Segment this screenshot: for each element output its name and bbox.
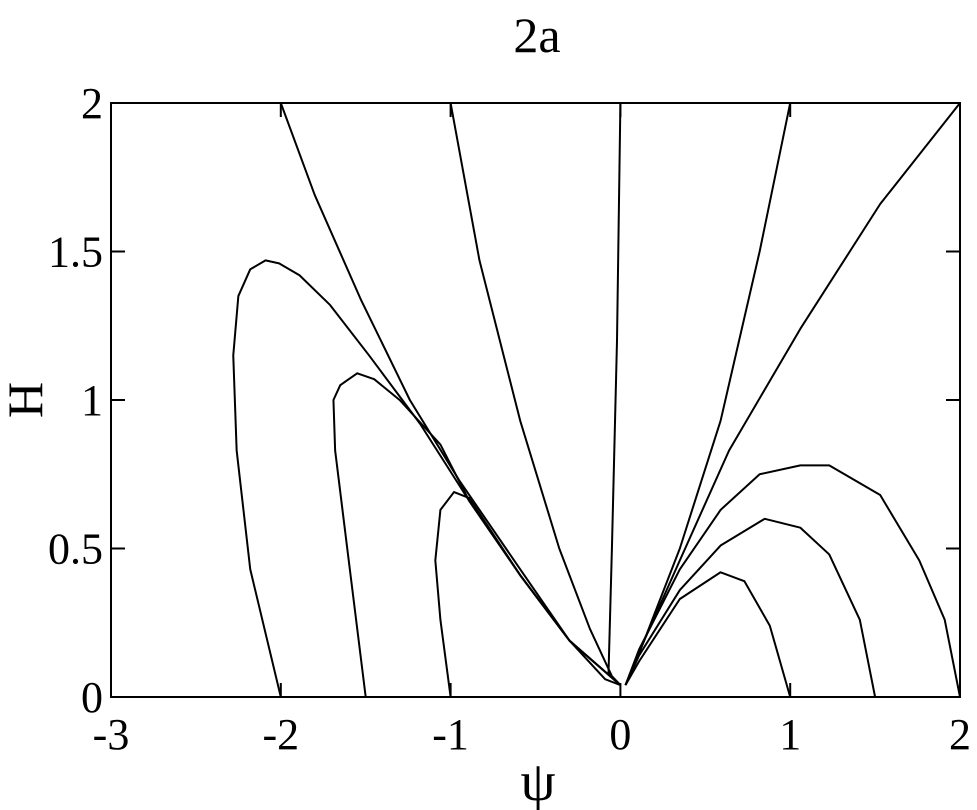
curve <box>624 517 877 698</box>
plot-frame <box>110 102 961 698</box>
y-tick-label: 0 <box>81 673 103 722</box>
curve <box>449 102 622 686</box>
x-tick-label: 2 <box>949 710 971 759</box>
curve <box>279 102 622 686</box>
y-tick-label: 1 <box>81 376 103 425</box>
x-tick-label: -2 <box>262 710 299 759</box>
curve <box>624 102 792 686</box>
x-tick-label: -1 <box>432 710 469 759</box>
y-tick-label: 2 <box>81 79 103 128</box>
x-tick-label: -3 <box>93 710 130 759</box>
x-axis-label: ψ <box>520 751 555 810</box>
curve <box>434 491 622 698</box>
chart-title: 2a <box>513 7 560 63</box>
x-tick-label: 1 <box>779 710 801 759</box>
x-tick-label: 0 <box>609 710 631 759</box>
curve <box>624 464 961 698</box>
y-axis-label: H <box>0 382 53 418</box>
y-tick-label: 1.5 <box>48 228 103 277</box>
y-tick-label: 0.5 <box>48 525 103 574</box>
curve <box>624 571 792 698</box>
curve <box>607 102 622 686</box>
